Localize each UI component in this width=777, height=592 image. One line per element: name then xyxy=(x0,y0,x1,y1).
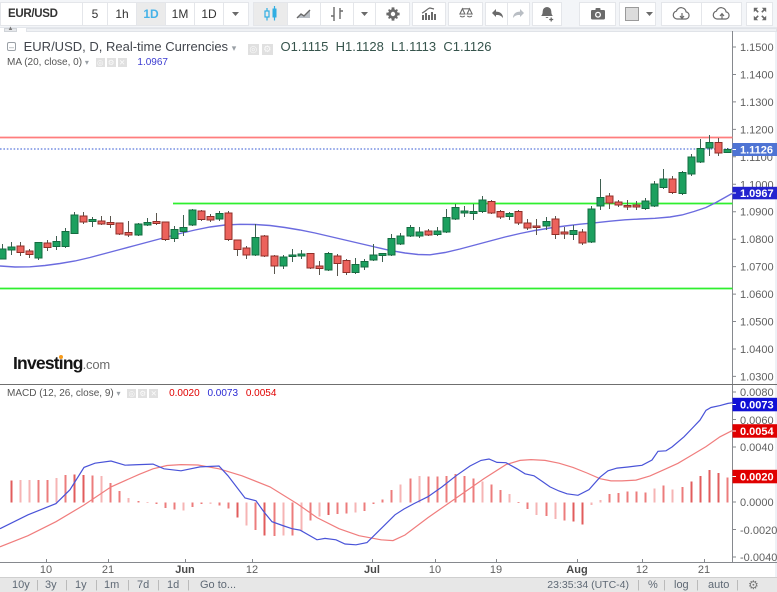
svg-text:Jun: Jun xyxy=(175,564,195,576)
svg-text:1.0300: 1.0300 xyxy=(740,371,774,383)
svg-text:1.1500: 1.1500 xyxy=(740,42,774,54)
svg-text:1.0600: 1.0600 xyxy=(740,289,774,301)
svg-text:10: 10 xyxy=(40,564,52,576)
svg-text:0.0073: 0.0073 xyxy=(740,400,774,412)
svg-text:1.0800: 1.0800 xyxy=(740,234,774,246)
svg-text:0.0000: 0.0000 xyxy=(740,497,774,509)
svg-text:1.0967: 1.0967 xyxy=(740,188,774,200)
svg-text:12: 12 xyxy=(636,564,648,576)
svg-text:Aug: Aug xyxy=(566,564,587,576)
svg-text:12: 12 xyxy=(246,564,258,576)
svg-text:0.0080: 0.0080 xyxy=(740,387,774,399)
svg-text:-0.0020: -0.0020 xyxy=(740,525,777,537)
svg-text:1.1400: 1.1400 xyxy=(740,70,774,82)
svg-text:21: 21 xyxy=(698,564,710,576)
svg-text:10: 10 xyxy=(429,564,441,576)
svg-text:Jul: Jul xyxy=(364,564,380,576)
svg-text:1.0700: 1.0700 xyxy=(740,262,774,274)
svg-text:1.0400: 1.0400 xyxy=(740,344,774,356)
svg-text:0.0020: 0.0020 xyxy=(740,472,774,484)
svg-text:0.0054: 0.0054 xyxy=(740,426,775,438)
svg-text:1.1200: 1.1200 xyxy=(740,124,774,136)
svg-text:19: 19 xyxy=(490,564,502,576)
svg-text:0.0040: 0.0040 xyxy=(740,442,774,454)
svg-text:1.1126: 1.1126 xyxy=(740,145,773,157)
svg-text:0.0060: 0.0060 xyxy=(740,415,774,427)
svg-text:1.1300: 1.1300 xyxy=(740,97,774,109)
svg-text:1.0900: 1.0900 xyxy=(740,207,774,219)
svg-text:1.0500: 1.0500 xyxy=(740,317,774,329)
svg-text:-0.0040: -0.0040 xyxy=(740,552,777,564)
svg-text:21: 21 xyxy=(102,564,114,576)
